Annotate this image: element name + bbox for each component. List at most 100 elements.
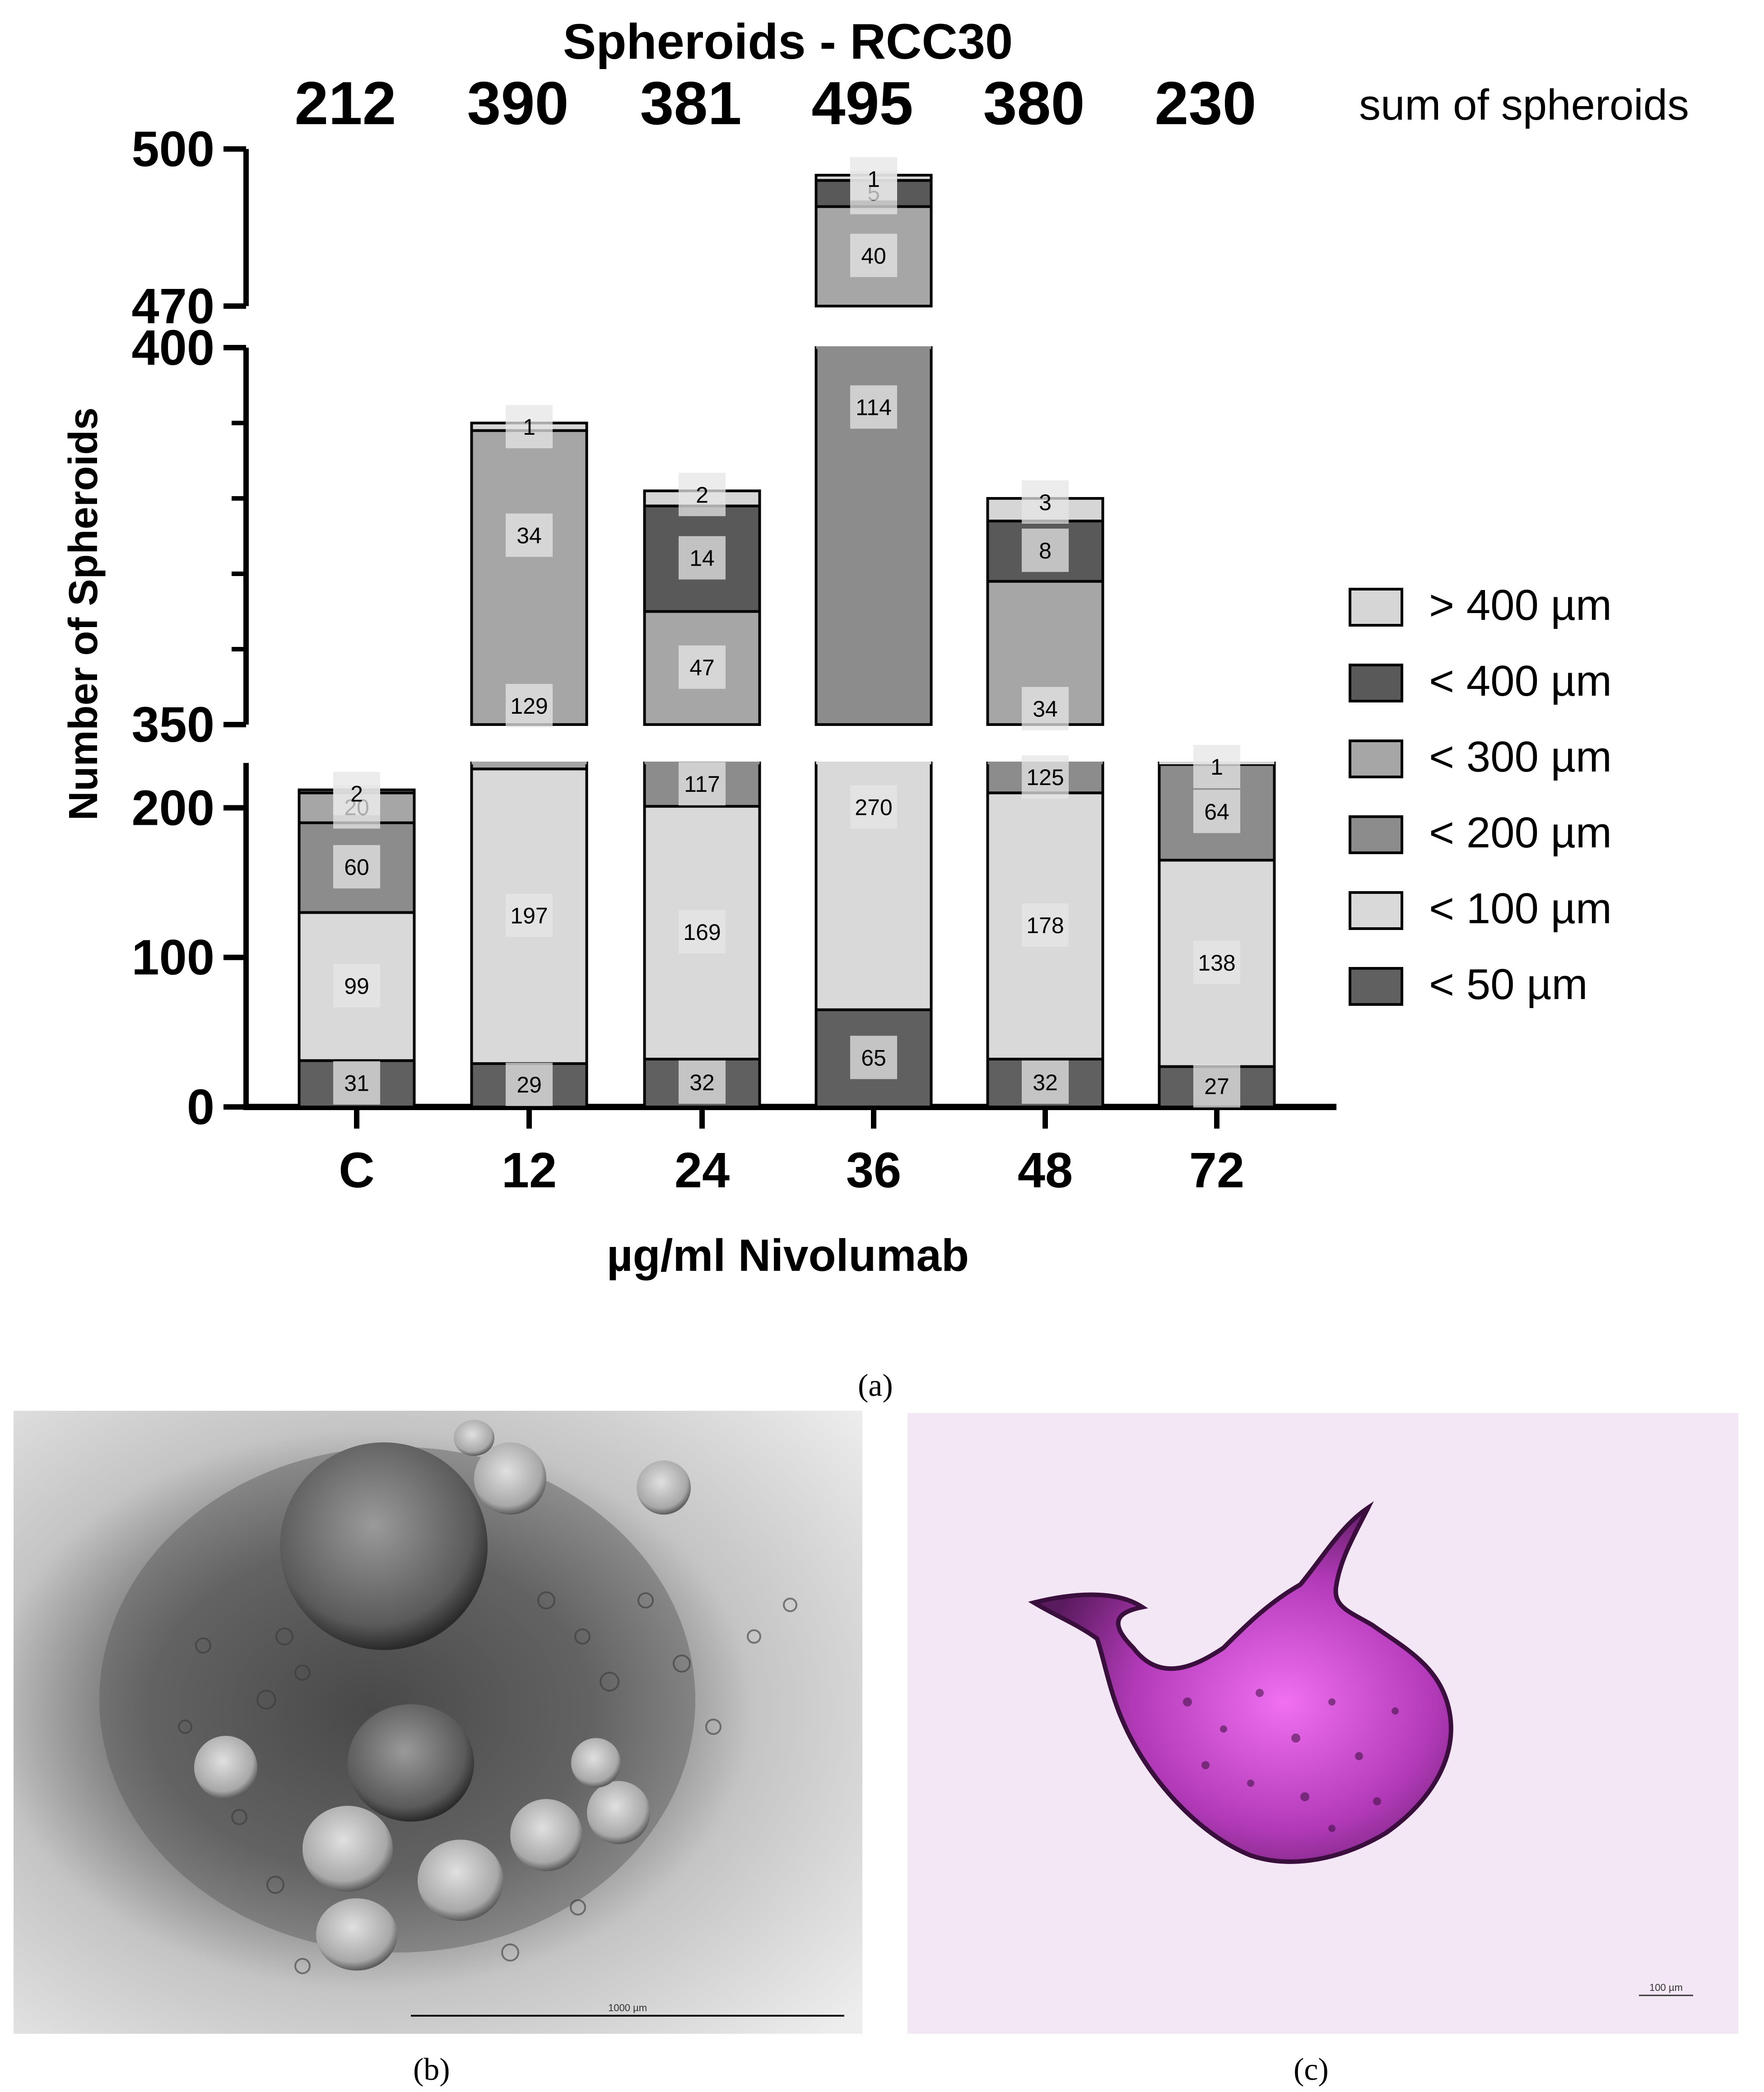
chart-title: Spheroids - RCC30 bbox=[563, 14, 1013, 70]
data-label-bg bbox=[506, 405, 553, 448]
legend-label: < 50 µm bbox=[1429, 960, 1587, 1009]
data-label-bg bbox=[679, 1060, 726, 1104]
legend-label: < 200 µm bbox=[1429, 809, 1612, 857]
chart-bars bbox=[298, 174, 1276, 1109]
data-label: 2 bbox=[350, 781, 363, 807]
x-tick-label: 48 bbox=[1018, 1143, 1073, 1198]
data-label-bg bbox=[333, 772, 380, 815]
data-label-bg bbox=[850, 385, 897, 429]
data-label: 32 bbox=[689, 1070, 715, 1095]
data-label: 178 bbox=[1026, 913, 1064, 938]
y-tick-label: 0 bbox=[187, 1079, 214, 1135]
totals-caption: sum of spheroids bbox=[1359, 81, 1689, 129]
data-label-bg bbox=[1022, 903, 1069, 947]
data-label: 31 bbox=[344, 1071, 369, 1096]
data-label-bg bbox=[1022, 528, 1069, 572]
data-label-bg bbox=[506, 513, 553, 557]
data-label: 3 bbox=[1039, 490, 1052, 515]
data-label: 14 bbox=[689, 546, 715, 571]
total-label: 495 bbox=[811, 69, 913, 137]
stained-spheroid-section-image: 100 µm bbox=[908, 1413, 1738, 2034]
data-label: 40 bbox=[861, 243, 886, 269]
x-axis-title: µg/ml Nivolumab bbox=[607, 1230, 969, 1281]
brightfield-spheroid-image: 1000 µm bbox=[14, 1411, 862, 2034]
data-label: 1 bbox=[1210, 754, 1223, 780]
data-label-bg bbox=[1193, 1064, 1240, 1108]
legend-swatch bbox=[1349, 588, 1403, 627]
y-tick-label: 100 bbox=[131, 930, 214, 986]
legend-label: < 100 µm bbox=[1429, 884, 1612, 933]
total-label: 230 bbox=[1154, 69, 1256, 137]
data-label-bg bbox=[1022, 755, 1069, 799]
data-label-bg bbox=[506, 684, 553, 727]
y-tick-label: 350 bbox=[131, 697, 214, 753]
data-label: 270 bbox=[855, 795, 892, 820]
x-tick-label: C bbox=[339, 1143, 374, 1198]
data-label: 114 bbox=[856, 395, 892, 420]
x-tick-label: 12 bbox=[502, 1143, 557, 1198]
data-label: 64 bbox=[1204, 799, 1229, 824]
legend-swatch bbox=[1349, 664, 1403, 702]
y-axis-title: Number of Spheroids bbox=[61, 407, 106, 820]
y-tick-label: 470 bbox=[131, 279, 214, 334]
data-label-bg bbox=[850, 785, 897, 829]
data-label-bg bbox=[679, 910, 726, 954]
data-label-bg bbox=[679, 762, 726, 806]
bar-segment bbox=[470, 429, 588, 726]
total-label: 381 bbox=[640, 69, 741, 137]
legend-label: < 300 µm bbox=[1429, 733, 1612, 781]
legend-label: > 400 µm bbox=[1429, 581, 1612, 629]
data-label: 169 bbox=[683, 920, 721, 945]
data-label-bg bbox=[1022, 687, 1069, 730]
data-label: 34 bbox=[517, 523, 542, 549]
data-label: 197 bbox=[510, 903, 548, 929]
data-label-bg bbox=[1193, 745, 1240, 788]
total-label: 390 bbox=[467, 69, 568, 137]
data-label: 65 bbox=[861, 1045, 886, 1070]
legend-label: < 400 µm bbox=[1429, 657, 1612, 705]
data-label-bg bbox=[333, 964, 380, 1008]
data-label: 1 bbox=[867, 167, 880, 192]
data-label-bg bbox=[333, 845, 380, 888]
data-label-bg bbox=[679, 645, 726, 689]
scale-bar-label-c: 100 µm bbox=[1649, 1982, 1683, 1993]
panel-label-c: (c) bbox=[1294, 2052, 1329, 2087]
scale-bar-label-b: 1000 µm bbox=[608, 2002, 647, 2013]
data-label-bg bbox=[679, 473, 726, 516]
data-label: 125 bbox=[1026, 765, 1064, 790]
x-tick-label: 36 bbox=[846, 1143, 901, 1198]
data-label: 138 bbox=[1198, 950, 1235, 976]
y-tick-label: 500 bbox=[131, 121, 214, 177]
x-tick-label: 24 bbox=[675, 1143, 730, 1198]
data-label: 60 bbox=[344, 855, 369, 880]
data-label-bg bbox=[1193, 790, 1240, 833]
legend-swatch bbox=[1349, 967, 1403, 1006]
legend-swatch bbox=[1349, 739, 1403, 778]
data-label: 47 bbox=[689, 655, 715, 680]
data-label-bg bbox=[679, 536, 726, 580]
data-label: 29 bbox=[517, 1072, 542, 1097]
chart-legend: > 400 µm < 400 µm < 300 µm < 200 µm < 100 µm… bbox=[1349, 581, 1612, 1009]
y-tick-label: 400 bbox=[131, 320, 214, 376]
data-label-bg bbox=[1022, 480, 1069, 524]
legend-swatch bbox=[1349, 815, 1403, 854]
data-label: 117 bbox=[684, 772, 720, 797]
data-label-bg bbox=[850, 233, 897, 277]
data-label-bg bbox=[1022, 1060, 1069, 1104]
data-label-bg bbox=[850, 157, 897, 200]
data-label: 8 bbox=[1039, 538, 1052, 563]
legend-swatch bbox=[1349, 891, 1403, 930]
data-label-bg bbox=[506, 1062, 553, 1106]
data-label: 2 bbox=[696, 482, 708, 507]
data-label: 129 bbox=[510, 693, 548, 719]
panel-label-b: (b) bbox=[413, 2052, 450, 2087]
panel-label-a: (a) bbox=[858, 1368, 893, 1403]
data-label: 27 bbox=[1204, 1074, 1229, 1099]
data-label: 34 bbox=[1033, 697, 1058, 722]
data-label: 1 bbox=[523, 414, 535, 440]
data-label: 99 bbox=[344, 973, 369, 999]
data-label-bg bbox=[1193, 940, 1240, 984]
